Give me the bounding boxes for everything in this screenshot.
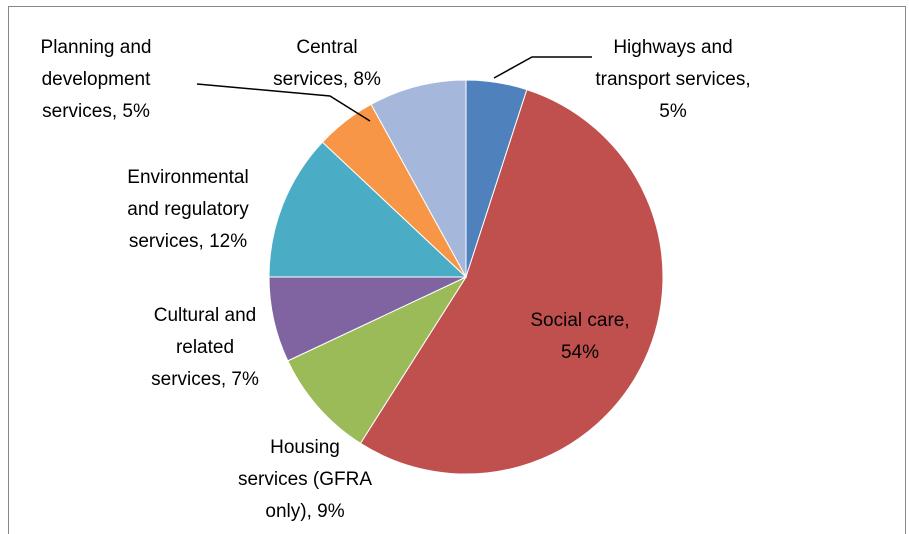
data-label: Housing services (GFRA only), 9%	[237, 437, 373, 522]
pie-slice	[359, 89, 664, 475]
data-label: Social care, 54%	[530, 310, 630, 363]
data-label: Planning and development services, 5%	[40, 37, 152, 122]
data-label: Highways and transport services, 5%	[595, 37, 751, 122]
leader-line	[493, 56, 592, 79]
pie-slice	[268, 141, 468, 278]
data-label: Central services, 8%	[273, 37, 381, 90]
chart-border	[8, 6, 906, 534]
pie-slice	[370, 79, 467, 278]
data-label: Cultural and related services, 7%	[151, 305, 259, 390]
leader-line	[196, 83, 371, 122]
data-label: Environmental and regulatory services, 1…	[127, 167, 249, 252]
pie-slice	[287, 275, 468, 445]
